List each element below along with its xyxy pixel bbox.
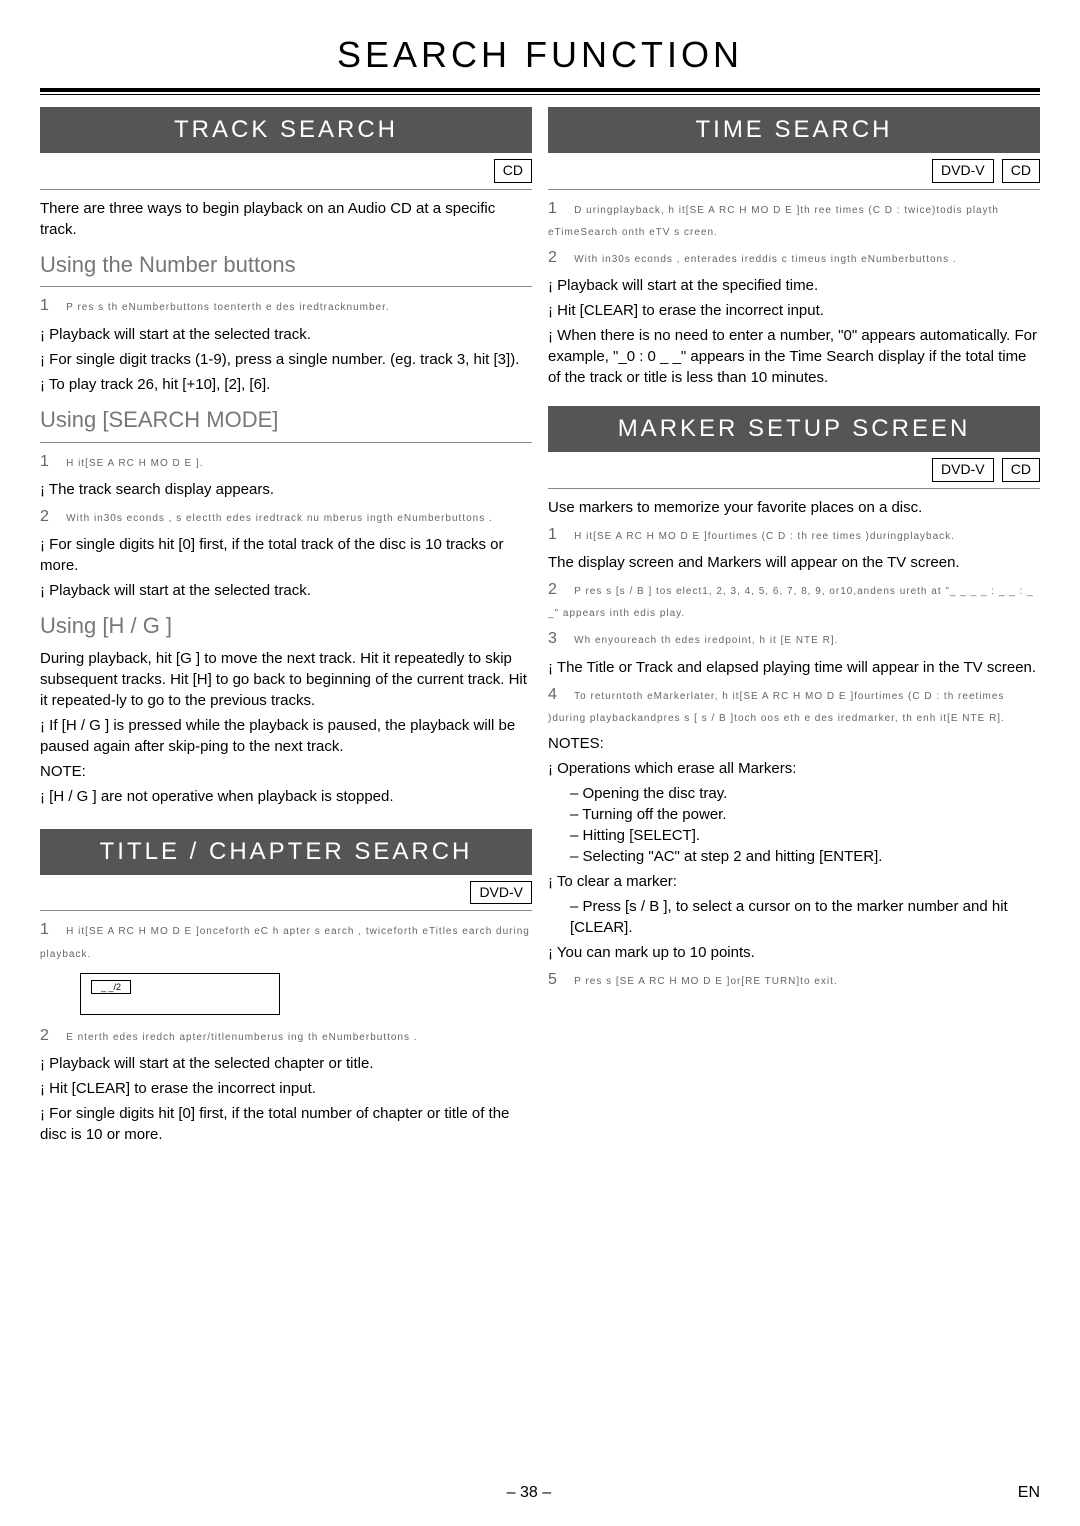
right-col: TIME SEARCH DVD-V CD 1 D uringplayback, … <box>548 107 1040 1149</box>
step: 3 Wh enyoureach th edes iredpoint, h it … <box>548 628 1040 650</box>
title-chapter-head: TITLE / CHAPTER SEARCH <box>40 829 532 875</box>
step-text: H it[SE A RC H MO D E ]fourtimes (C D : … <box>574 531 955 542</box>
left-col: TRACK SEARCH CD There are three ways to … <box>40 107 532 1149</box>
step-num: 1 <box>40 919 54 941</box>
bullet: For single digits hit [0] first, if the … <box>40 534 532 576</box>
bullet: The Title or Track and elapsed playing t… <box>548 657 1040 678</box>
label-row: DVD-V CD <box>548 458 1040 482</box>
step: 5 P res s [SE A RC H MO D E ]or[RE TURN]… <box>548 969 1040 991</box>
rule <box>40 442 532 443</box>
bullet: Hit [CLEAR] to erase the incorrect input… <box>40 1078 532 1099</box>
rule <box>548 488 1040 489</box>
bullet: If [H / G ] is pressed while the playbac… <box>40 715 532 757</box>
paragraph: The display screen and Markers will appe… <box>548 552 1040 573</box>
bullet: [H / G ] are not operative when playback… <box>40 786 532 807</box>
step: 2 With in30s econds , s electth edes ire… <box>40 506 532 528</box>
step-num: 4 <box>548 684 562 706</box>
columns: TRACK SEARCH CD There are three ways to … <box>40 107 1040 1149</box>
footer: – 38 – EN <box>40 1482 1040 1504</box>
diagram-inner: _ _/2 <box>91 980 131 994</box>
step-num: 2 <box>40 506 54 528</box>
media-label: DVD-V <box>932 159 994 183</box>
step-num: 5 <box>548 969 562 991</box>
step-num: 3 <box>548 628 562 650</box>
step-num: 2 <box>40 1025 54 1047</box>
step: 2 E nterth edes iredch apter/titlenumber… <box>40 1025 532 1047</box>
paragraph: During playback, hit [G ] to move the ne… <box>40 648 532 711</box>
dash-item: – Hitting [SELECT]. <box>570 825 1040 846</box>
media-label: CD <box>494 159 532 183</box>
label-row: CD <box>40 159 532 183</box>
intro-text: There are three ways to begin playback o… <box>40 198 532 240</box>
bullet: For single digits hit [0] first, if the … <box>40 1103 532 1145</box>
step-text: With in30s econds , s electth edes iredt… <box>66 513 493 524</box>
bullet: You can mark up to 10 points. <box>548 942 1040 963</box>
label-row: DVD-V <box>40 881 532 905</box>
dash-item: – Opening the disc tray. <box>570 783 1040 804</box>
marker-head: MARKER SETUP SCREEN <box>548 406 1040 452</box>
step: 1 H it[SE A RC H MO D E ]. <box>40 451 532 473</box>
notes-label: NOTES: <box>548 733 1040 754</box>
step: 1 H it[SE A RC H MO D E ]fourtimes (C D … <box>548 524 1040 546</box>
bullet: Playback will start at the selected trac… <box>40 324 532 345</box>
rule <box>40 94 1040 95</box>
sub-heading: Using the Number buttons <box>40 250 532 281</box>
rule <box>40 910 532 911</box>
note-label: NOTE: <box>40 761 532 782</box>
step-text: D uringplayback, h it[SE A RC H MO D E ]… <box>548 205 999 238</box>
bullet: To play track 26, hit [+10], [2], [6]. <box>40 374 532 395</box>
bullet: The track search display appears. <box>40 479 532 500</box>
step-num: 1 <box>548 198 562 220</box>
bullet: To clear a marker: <box>548 871 1040 892</box>
bullet: Hit [CLEAR] to erase the incorrect input… <box>548 300 1040 321</box>
step: 4 To returntoth eMarkerlater, h it[SE A … <box>548 684 1040 727</box>
rule <box>40 88 1040 92</box>
page-title: SEARCH FUNCTION <box>40 30 1040 80</box>
intro-text: Use markers to memorize your favorite pl… <box>548 497 1040 518</box>
dash-item: – Turning off the power. <box>570 804 1040 825</box>
bullet: Operations which erase all Markers: <box>548 758 1040 779</box>
step-num: 2 <box>548 247 562 269</box>
step: 1 D uringplayback, h it[SE A RC H MO D E… <box>548 198 1040 241</box>
label-row: DVD-V CD <box>548 159 1040 183</box>
step-text: H it[SE A RC H MO D E ]. <box>66 458 203 469</box>
step-num: 1 <box>548 524 562 546</box>
time-search-head: TIME SEARCH <box>548 107 1040 153</box>
dash-item: – Selecting "AC" at step 2 and hitting [… <box>570 846 1040 867</box>
bullet: Playback will start at the specified tim… <box>548 275 1040 296</box>
media-label: DVD-V <box>932 458 994 482</box>
bullet: For single digit tracks (1-9), press a s… <box>40 349 532 370</box>
step-text: To returntoth eMarkerlater, h it[SE A RC… <box>548 691 1005 724</box>
step: 1 P res s th eNumberbuttons toenterth e … <box>40 295 532 317</box>
step: 1 H it[SE A RC H MO D E ]onceforth eC h … <box>40 919 532 962</box>
step-num: 2 <box>548 579 562 601</box>
step-text: Wh enyoureach th edes iredpoint, h it [E… <box>574 635 838 646</box>
step-text: P res s [s / B ] tos elect1, 2, 3, 4, 5,… <box>548 586 1034 619</box>
sub-heading: Using [SEARCH MODE] <box>40 405 532 436</box>
media-label: DVD-V <box>470 881 532 905</box>
step-text: P res s th eNumberbuttons toenterth e de… <box>66 302 390 313</box>
step-text: With in30s econds , enterades ireddis c … <box>574 254 957 265</box>
bullet: Playback will start at the selected chap… <box>40 1053 532 1074</box>
step: 2 With in30s econds , enterades ireddis … <box>548 247 1040 269</box>
diagram-box: _ _/2 <box>80 973 280 1015</box>
dash-item: – Press [s / B ], to select a cursor on … <box>570 896 1040 938</box>
page-number: – 38 – <box>507 1482 551 1504</box>
rule <box>548 189 1040 190</box>
step-num: 1 <box>40 295 54 317</box>
lang-label: EN <box>1018 1482 1040 1504</box>
media-label: CD <box>1002 458 1040 482</box>
step-num: 1 <box>40 451 54 473</box>
bullet: Playback will start at the selected trac… <box>40 580 532 601</box>
rule <box>40 189 532 190</box>
step-text: E nterth edes iredch apter/titlenumberus… <box>66 1032 417 1043</box>
step-text: H it[SE A RC H MO D E ]onceforth eC h ap… <box>40 926 530 959</box>
media-label: CD <box>1002 159 1040 183</box>
step-text: P res s [SE A RC H MO D E ]or[RE TURN]to… <box>574 976 837 987</box>
bullet: When there is no need to enter a number,… <box>548 325 1040 388</box>
step: 2 P res s [s / B ] tos elect1, 2, 3, 4, … <box>548 579 1040 622</box>
track-search-head: TRACK SEARCH <box>40 107 532 153</box>
sub-heading: Using [H / G ] <box>40 611 532 642</box>
rule <box>40 286 532 287</box>
